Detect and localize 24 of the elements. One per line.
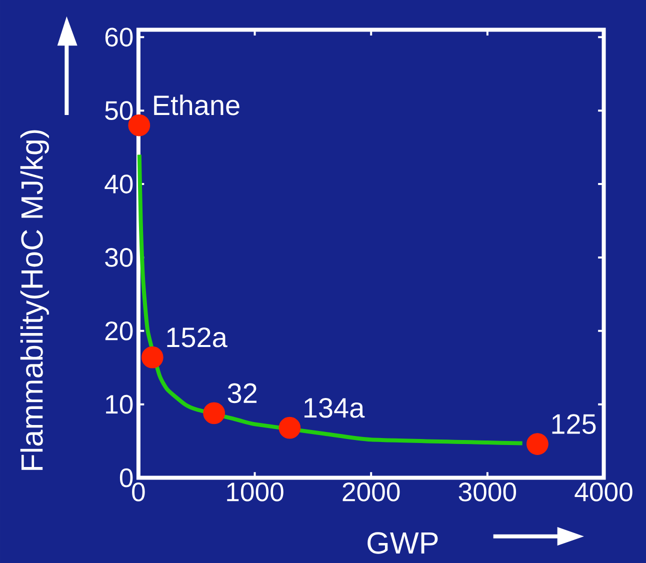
y-axis-title: Flammability(HoC MJ/kg) [20,130,49,470]
line-series [137,152,524,446]
annotation: Ethane [154,94,240,116]
y-tick-label: 10 [106,394,133,414]
y-tick-label: 0 [120,468,133,488]
point [203,402,225,424]
y-tick-label: 50 [105,101,133,120]
x-tick-label: 3000 [458,482,516,502]
point [526,433,548,455]
x-tick-label: 1000 [227,482,284,502]
y-tick-label: 30 [105,248,133,267]
y-tick-label: 40 [104,174,133,194]
annotation: 32 [228,383,256,404]
x-tick-label: 0 [132,482,145,502]
point [278,416,301,439]
x-tick-label: 4000 [574,482,632,502]
y-tick-label: 20 [105,321,133,340]
y-tick-label: 60 [105,28,133,47]
x-tick-label: 2000 [342,482,400,502]
annotation: 125 [552,414,596,434]
point [141,346,164,368]
annotation: 134a [304,398,365,418]
x-axis-title: GWP [368,532,438,554]
annotation: 152a [167,327,228,348]
